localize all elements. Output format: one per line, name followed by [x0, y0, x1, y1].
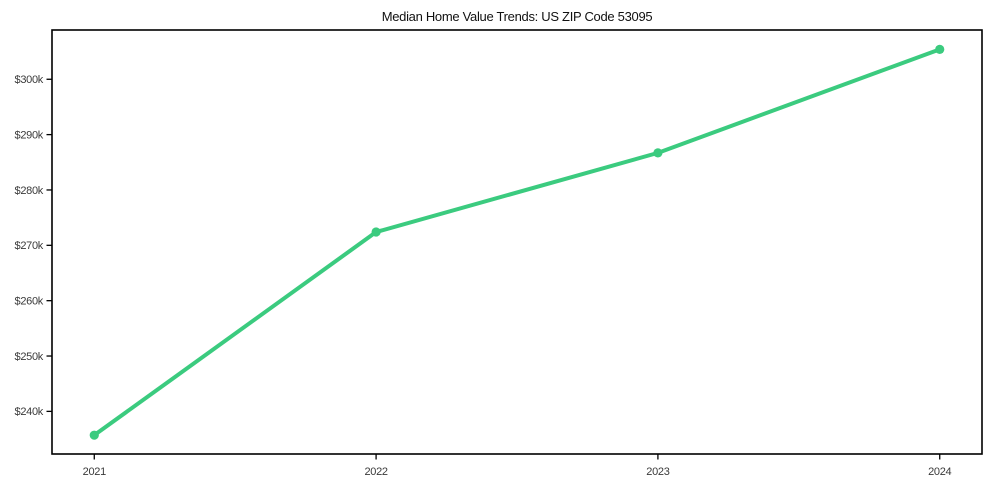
trend-line — [92, 47, 942, 438]
x-tick-label: 2023 — [646, 466, 669, 478]
y-tick-label: $250k — [15, 351, 44, 363]
y-tick-label: $290k — [15, 129, 44, 141]
x-tick-label: 2022 — [364, 466, 387, 478]
x-tick-label: 2021 — [83, 466, 106, 478]
x-tick-label: 2024 — [928, 466, 951, 478]
data-point-marker — [371, 227, 381, 237]
plot-border — [51, 29, 983, 455]
y-tick-label: $270k — [15, 240, 44, 252]
data-point-marker — [89, 430, 99, 440]
data-point-marker — [935, 44, 945, 54]
y-tick-label: $300k — [15, 74, 44, 86]
data-point-marker — [653, 148, 663, 158]
y-tick-label: $280k — [15, 185, 44, 197]
chart-title: Median Home Value Trends: US ZIP Code 53… — [382, 9, 653, 24]
y-tick-label: $240k — [15, 406, 44, 418]
plot-area: $240k $250k $260k $270k $280k $290k $300k 2021 2… — [15, 29, 983, 478]
y-tick-label: $260k — [15, 295, 44, 307]
